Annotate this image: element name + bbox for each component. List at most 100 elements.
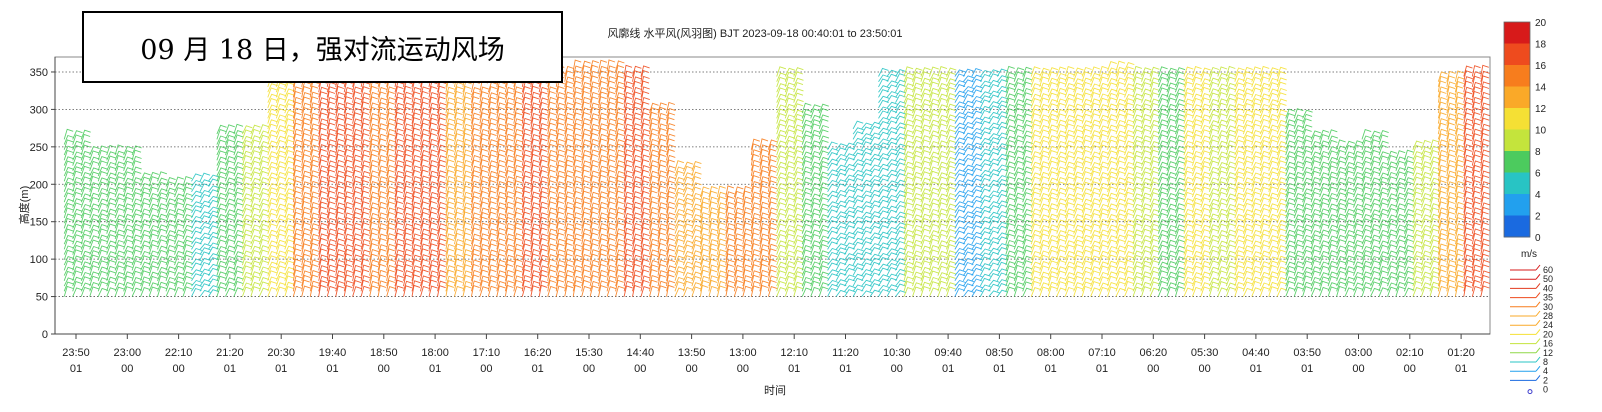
wind-barb [844,246,855,255]
wind-barb [606,107,617,119]
wind-barb [377,185,387,198]
wind-barb [1039,261,1050,271]
wind-barb [487,196,498,208]
wind-barb [530,191,540,203]
wind-barb [292,186,303,198]
wind-barb [275,244,286,255]
wind-barb [403,180,413,192]
wind-barb [479,101,489,114]
wind-barb [207,214,219,224]
wind-barb [903,104,915,114]
wind-barb [335,117,345,129]
wind-barb [140,261,151,271]
wind-barb [487,269,497,281]
wind-barb [411,159,421,171]
wind-barb [284,188,295,198]
wind-barb [784,86,795,98]
wind-barb [437,149,447,161]
wind-barb [360,154,370,166]
wind-barb [581,122,590,135]
wind-barb [979,80,992,88]
wind-barb [224,202,235,213]
wind-barb [810,240,821,250]
wind-barb [1090,92,1100,103]
wind-barb [632,248,642,261]
wind-barb [224,198,236,208]
wind-barb [123,218,133,229]
wind-barb [131,160,142,171]
wind-barb [106,202,116,213]
wind-barb [1030,223,1041,234]
wind-barb [309,242,319,255]
wind-barb [479,207,490,219]
wind-barb [818,224,830,234]
wind-barb [564,164,573,177]
wind-barb [1098,104,1110,114]
wind-barb [547,258,556,271]
wind-barb [674,238,685,250]
wind-barb [275,286,286,297]
wind-barb [1132,82,1143,93]
wind-barb [589,143,599,156]
chart-title: 风廓线 水平风(风羽图) BJT 2023-09-18 00:40:01 to … [607,26,902,40]
wind-barb [1132,197,1143,208]
wind-barb [411,97,422,109]
wind-barb [1174,166,1186,177]
wind-barb [598,206,607,219]
wind-barb [309,149,319,161]
wind-barb [462,211,471,224]
wind-barb [335,149,345,161]
wind-barb [725,206,735,219]
wind-barb [852,199,864,208]
wind-barb [1157,119,1169,130]
wind-barb [810,161,821,171]
wind-barb [615,190,624,203]
wind-barb [1039,182,1050,192]
wind-barb [903,98,914,109]
wind-barb [89,286,100,297]
wind-barb [437,180,447,192]
wind-barb [649,164,659,177]
wind-barb [666,259,676,271]
wind-barb [649,190,658,203]
wind-barb [1030,240,1042,250]
wind-barb [250,196,261,208]
wind-barb [979,284,992,292]
wind-barb [513,128,523,140]
wind-barb [1081,270,1092,281]
wind-barb [878,110,889,119]
wind-barb [284,266,295,276]
wind-barb [1174,256,1186,266]
wind-barb [369,149,379,161]
wind-barb [241,250,253,261]
wind-barb [1166,254,1177,266]
wind-barb [369,96,378,108]
wind-barb [886,267,898,276]
wind-barb [954,173,966,182]
wind-barb [445,201,455,213]
wind-barb [776,219,787,229]
wind-barb [1166,233,1177,245]
wind-barb [479,243,489,255]
wind-barb-column [979,68,1009,297]
wind-barb [1056,119,1067,130]
wind-barb [954,158,966,166]
wind-barb [318,280,328,292]
wind-barb [521,96,531,108]
wind-barb [564,127,574,140]
wind-barb [284,181,295,192]
wind-barb [555,113,566,124]
wind-barb [682,276,694,287]
wind-barb [487,149,498,161]
wind-barb [530,91,540,103]
wind-barb [131,255,142,266]
wind-barb [1022,238,1032,250]
wind-barb [589,249,600,261]
wind-barb [165,181,176,192]
wind-barb [411,206,421,219]
wind-barb-column [470,80,498,297]
wind-barb [776,261,787,271]
wind-barb [1124,270,1134,281]
wind-barb [1107,67,1118,77]
wind-barb [530,270,540,281]
